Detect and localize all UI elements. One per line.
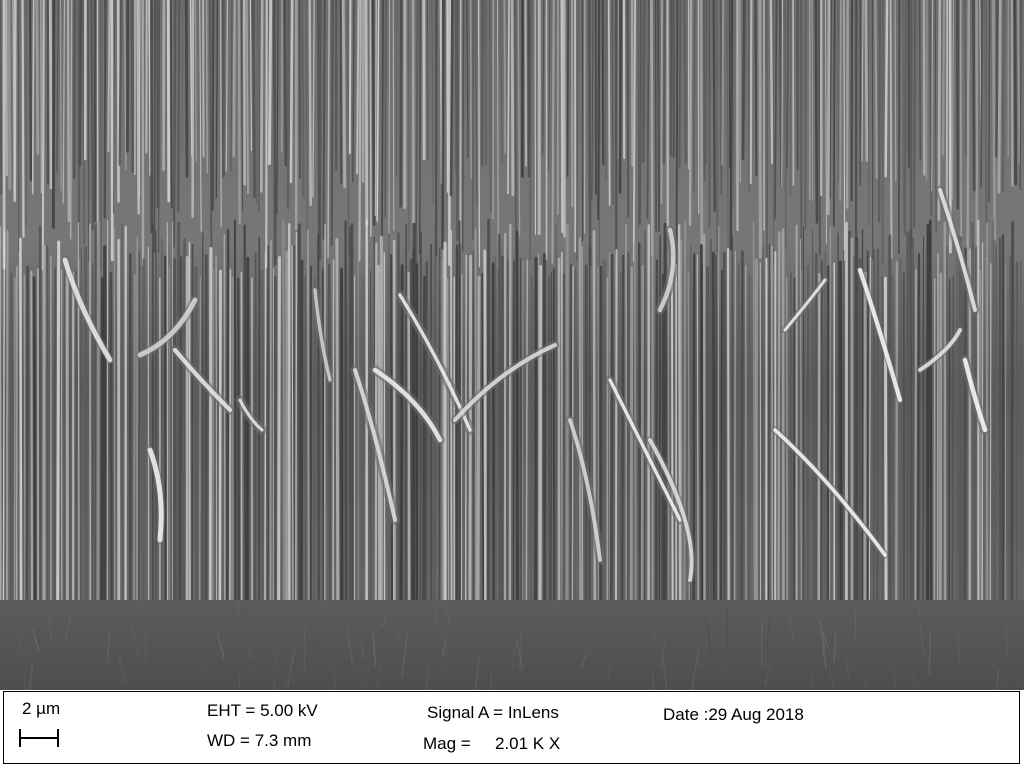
eht-readout: EHT = 5.00 kV [207,701,318,720]
mag-value: 2.01 K X [495,734,561,753]
signal-readout: Signal A = InLens [427,703,559,722]
sem-micrograph [0,0,1024,690]
scale-bar-label: 2 µm [22,699,61,718]
date-readout: Date :29 Aug 2018 [663,705,804,724]
mag-label: Mag = [423,734,471,753]
substrate-region [0,600,1024,690]
nanowire-forest-upper [0,0,1022,271]
scale-bar-icon [19,729,59,747]
databar-frame [3,691,1020,764]
broken-nanowire-fragments [61,185,990,584]
nanowire-forest-lower [0,218,1022,602]
substrate-texture [3,601,1022,690]
wd-readout: WD = 7.3 mm [207,731,312,750]
sem-databar [0,690,1024,768]
